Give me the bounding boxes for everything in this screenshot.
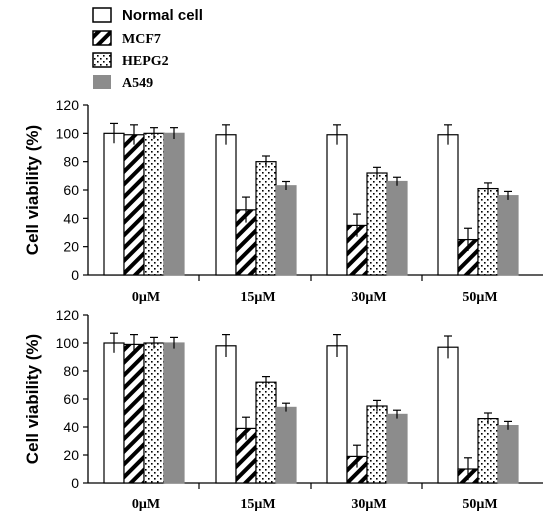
category-label-30μM: 30μM <box>351 497 386 512</box>
bar-normal-cell-30μM <box>326 345 348 484</box>
bar-hepg2-0μM <box>143 132 165 276</box>
legend-label-3: A549 <box>122 76 153 91</box>
legend-swatch-2 <box>92 52 112 68</box>
category-label-50μM: 50μM <box>462 290 497 305</box>
bar-mcf7-0μM <box>123 343 145 484</box>
bar-hepg2-30μM <box>366 172 388 276</box>
bar-a549-15μM <box>275 185 297 276</box>
y-tick-label: 20 <box>63 239 79 255</box>
bar-normal-cell-50μM <box>437 134 459 276</box>
bar-normal-cell-0μM <box>103 132 125 276</box>
y-tick-label: 100 <box>56 125 80 141</box>
bar-a549-0μM <box>163 342 185 484</box>
y-tick-label: 40 <box>63 419 79 435</box>
legend-swatch-0 <box>92 7 112 23</box>
bar-a549-30μM <box>386 413 408 484</box>
bar-hepg2-50μM <box>477 418 499 484</box>
y-tick-label: 20 <box>63 447 79 463</box>
bar-mcf7-0μM <box>123 134 145 276</box>
y-tick-label: 40 <box>63 210 79 226</box>
legend: Normal cell MCF7 HEPG2 A549 <box>92 7 203 91</box>
y-tick-label: 100 <box>56 335 80 351</box>
y-tick-label: 120 <box>56 307 80 323</box>
category-label-30μM: 30μM <box>351 290 386 305</box>
y-tick-label: 80 <box>63 363 79 379</box>
bar-a549-0μM <box>163 132 185 276</box>
chart-panel-2: 0 20 40 60 80 100 120 Cell viability (%) 0μM 15μM… <box>23 307 543 512</box>
bar-normal-cell-30μM <box>326 134 348 276</box>
category-label-0μM: 0μM <box>132 290 160 305</box>
y-tick-label: 120 <box>56 97 80 113</box>
chart-panels: 0 20 40 60 80 100 120 Cell viability (%) 0μM 15μM… <box>23 97 543 512</box>
bar-hepg2-50μM <box>477 187 499 276</box>
y-tick-label: 0 <box>71 267 79 283</box>
y-tick-label: 0 <box>71 475 79 491</box>
bar-normal-cell-0μM <box>103 342 125 484</box>
bar-hepg2-30μM <box>366 405 388 484</box>
y-tick-label: 60 <box>63 182 79 198</box>
y-axis-label: Cell viability (%) <box>23 125 42 255</box>
bar-a549-30μM <box>386 180 408 276</box>
legend-label-1: MCF7 <box>122 32 161 47</box>
category-label-50μM: 50μM <box>462 497 497 512</box>
bar-hepg2-0μM <box>143 342 165 484</box>
legend-label-0: Normal cell <box>122 7 203 24</box>
bar-hepg2-15μM <box>255 381 277 484</box>
category-label-15μM: 15μM <box>240 497 275 512</box>
chart-panel-1: 0 20 40 60 80 100 120 Cell viability (%) 0μM 15μM… <box>23 97 543 305</box>
category-label-15μM: 15μM <box>240 290 275 305</box>
legend-swatch-3 <box>93 75 111 89</box>
bar-hepg2-15μM <box>255 161 277 276</box>
y-tick-label: 80 <box>63 154 79 170</box>
category-label-0μM: 0μM <box>132 497 160 512</box>
y-tick-label: 60 <box>63 391 79 407</box>
bar-a549-15μM <box>275 406 297 484</box>
legend-swatch-1 <box>92 30 112 46</box>
bar-normal-cell-15μM <box>215 345 237 484</box>
legend-label-2: HEPG2 <box>122 54 169 69</box>
bar-a549-50μM <box>497 195 519 276</box>
y-axis-label: Cell viability (%) <box>23 334 42 464</box>
bar-normal-cell-15μM <box>215 134 237 276</box>
bar-normal-cell-50μM <box>437 346 459 484</box>
bar-a549-50μM <box>497 425 519 484</box>
